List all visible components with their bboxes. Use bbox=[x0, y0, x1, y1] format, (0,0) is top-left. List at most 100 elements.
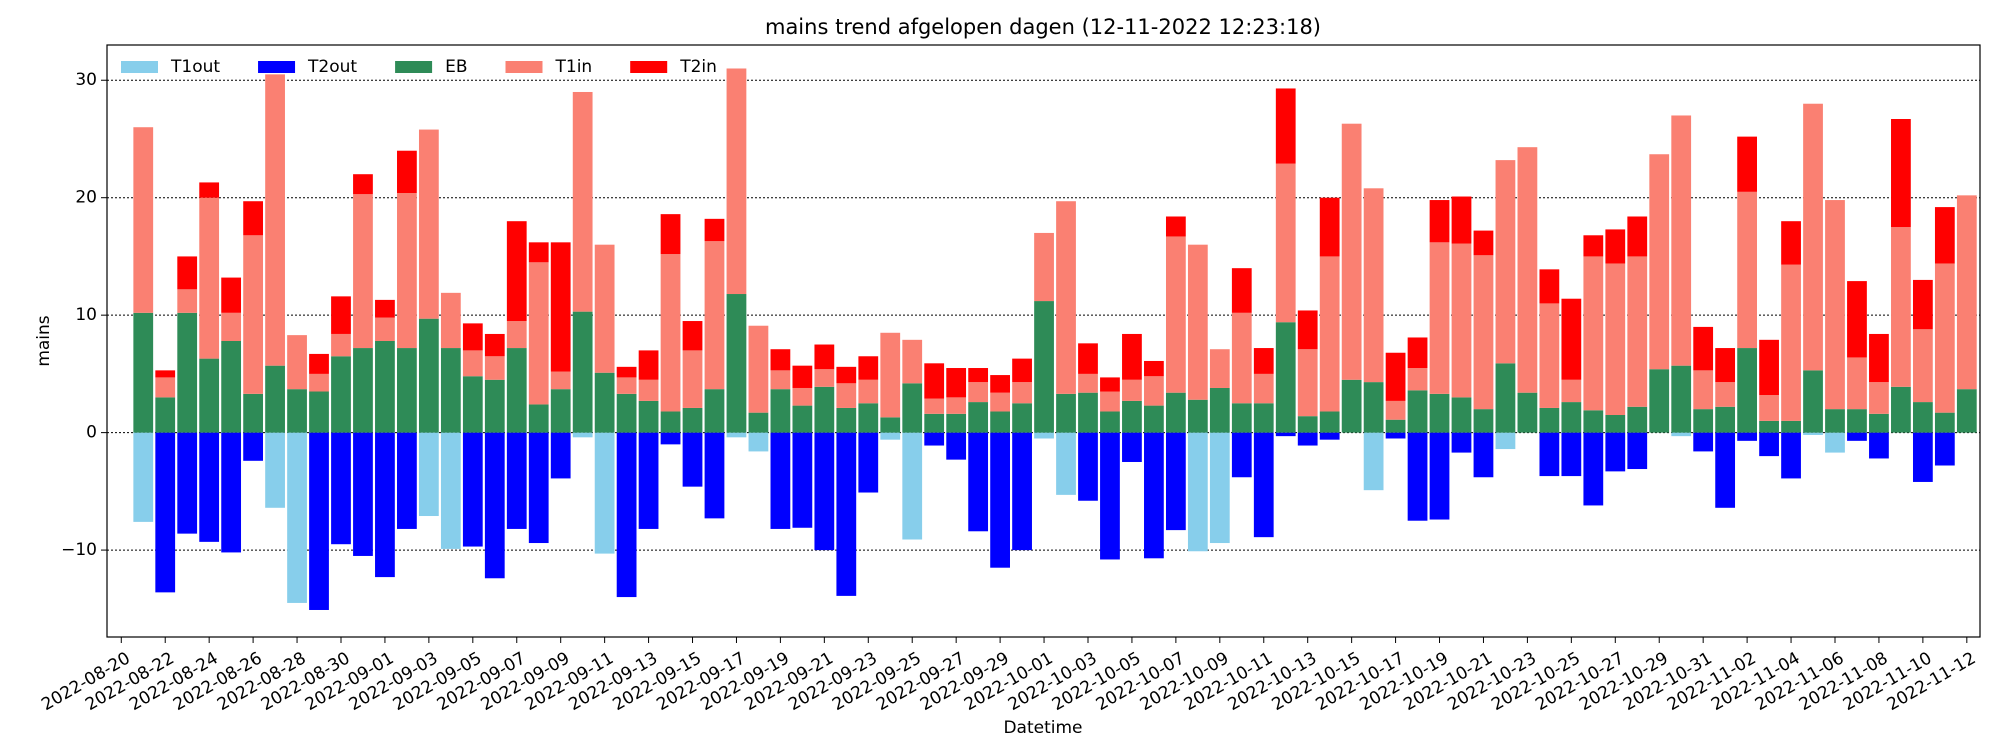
bar-segment bbox=[1693, 370, 1714, 410]
bar-segment bbox=[792, 405, 813, 433]
bar-segment bbox=[1451, 196, 1472, 244]
bar-segment bbox=[199, 432, 220, 542]
bar-segment bbox=[1891, 386, 1911, 433]
bar-segment bbox=[1781, 420, 1801, 433]
bar-segment bbox=[1473, 432, 1494, 478]
bar-segment bbox=[616, 432, 637, 598]
bar-segment bbox=[770, 370, 791, 390]
bar-segment bbox=[1297, 310, 1318, 350]
bar-segment bbox=[1715, 406, 1736, 433]
bar-segment bbox=[1715, 382, 1736, 407]
bar-segment bbox=[924, 363, 945, 399]
legend: T1out T2out EB T1in T2in bbox=[121, 57, 717, 77]
y-tick-label: −10 bbox=[61, 540, 97, 560]
bar-segment bbox=[484, 432, 505, 579]
bar-segment bbox=[133, 127, 154, 313]
bar-segment bbox=[397, 432, 417, 529]
bar-segment bbox=[1319, 411, 1340, 433]
bar-segment bbox=[1275, 163, 1296, 323]
bar-segment bbox=[1693, 432, 1714, 452]
bar-segment bbox=[1275, 88, 1296, 164]
bar-segment bbox=[243, 201, 263, 236]
bar-segment bbox=[1253, 373, 1274, 404]
bar-segment bbox=[1407, 390, 1428, 433]
bar-segment bbox=[133, 432, 154, 522]
bar-segment bbox=[1934, 432, 1955, 466]
bar-segment bbox=[1012, 382, 1032, 404]
bar-segment bbox=[484, 356, 505, 380]
bar-segment bbox=[1056, 393, 1076, 433]
bar-segment bbox=[1429, 432, 1450, 520]
bar-segment bbox=[858, 403, 879, 433]
bar-segment bbox=[1803, 103, 1823, 371]
bar-segment bbox=[1671, 432, 1692, 437]
bar-segment bbox=[1451, 243, 1472, 398]
bar-segment bbox=[704, 389, 725, 433]
bar-segment bbox=[924, 413, 945, 433]
bar-segment bbox=[528, 432, 549, 544]
bar-segment bbox=[265, 74, 285, 366]
bar-segment bbox=[1407, 368, 1428, 391]
bar-segment bbox=[836, 407, 857, 433]
bar-segment bbox=[1803, 370, 1823, 433]
bar-segment bbox=[1122, 379, 1142, 401]
bar-segment bbox=[1319, 197, 1340, 257]
bar-segment bbox=[990, 411, 1010, 433]
bar-segment bbox=[1144, 360, 1164, 377]
bar-segment bbox=[682, 350, 703, 408]
bar-segment bbox=[1429, 393, 1450, 433]
bar-segment bbox=[1495, 363, 1516, 433]
bar-segment bbox=[177, 289, 198, 313]
y-tick-label: 0 bbox=[86, 423, 97, 443]
bar-segment bbox=[814, 432, 835, 551]
bar-segment bbox=[1869, 413, 1889, 433]
legend-label: T1out bbox=[170, 57, 220, 77]
bar-segment bbox=[1034, 301, 1054, 433]
bar-segment bbox=[1803, 432, 1823, 435]
bar-segment bbox=[1385, 400, 1406, 420]
bar-segment bbox=[1012, 358, 1032, 383]
legend-label: T2in bbox=[679, 57, 717, 77]
bar-segment bbox=[221, 277, 242, 313]
bar-segment bbox=[221, 432, 242, 553]
bar-segment bbox=[309, 432, 329, 610]
bar-segment bbox=[462, 350, 483, 377]
bar-segment bbox=[1847, 432, 1867, 441]
bar-segment bbox=[946, 432, 967, 460]
bar-segment bbox=[1012, 432, 1032, 551]
bar-segment bbox=[638, 400, 659, 433]
bar-segment bbox=[1100, 411, 1120, 433]
bar-segment bbox=[353, 432, 373, 556]
bar-segment bbox=[155, 397, 176, 433]
bar-segment bbox=[440, 348, 461, 433]
bar-segment bbox=[1649, 369, 1670, 433]
bar-segment bbox=[770, 349, 791, 371]
bar-segment bbox=[1912, 402, 1933, 433]
bar-segment bbox=[1100, 377, 1120, 392]
bar-segment bbox=[1341, 379, 1362, 433]
bar-segment bbox=[1187, 399, 1208, 433]
legend-label: T1in bbox=[555, 57, 593, 77]
bar-segment bbox=[1869, 432, 1889, 459]
bar-segment bbox=[880, 432, 901, 440]
bar-segment bbox=[331, 296, 351, 334]
bar-segment bbox=[1693, 409, 1714, 433]
bar-segment bbox=[968, 402, 989, 433]
bar-segment bbox=[616, 366, 637, 378]
bar-segment bbox=[726, 294, 747, 433]
bar-segment bbox=[331, 356, 351, 433]
bar-segment bbox=[1363, 382, 1384, 433]
bar-segment bbox=[1100, 391, 1120, 412]
bar-segment bbox=[484, 333, 505, 357]
bar-segment bbox=[902, 383, 923, 433]
bar-segment bbox=[1363, 432, 1384, 491]
bar-segment bbox=[397, 348, 417, 433]
bar-segment bbox=[1275, 322, 1296, 433]
bar-segment bbox=[265, 432, 285, 508]
bar-segment bbox=[946, 413, 967, 433]
bar-segment bbox=[309, 373, 329, 392]
bar-segment bbox=[353, 194, 373, 349]
bar-segment bbox=[177, 432, 198, 534]
